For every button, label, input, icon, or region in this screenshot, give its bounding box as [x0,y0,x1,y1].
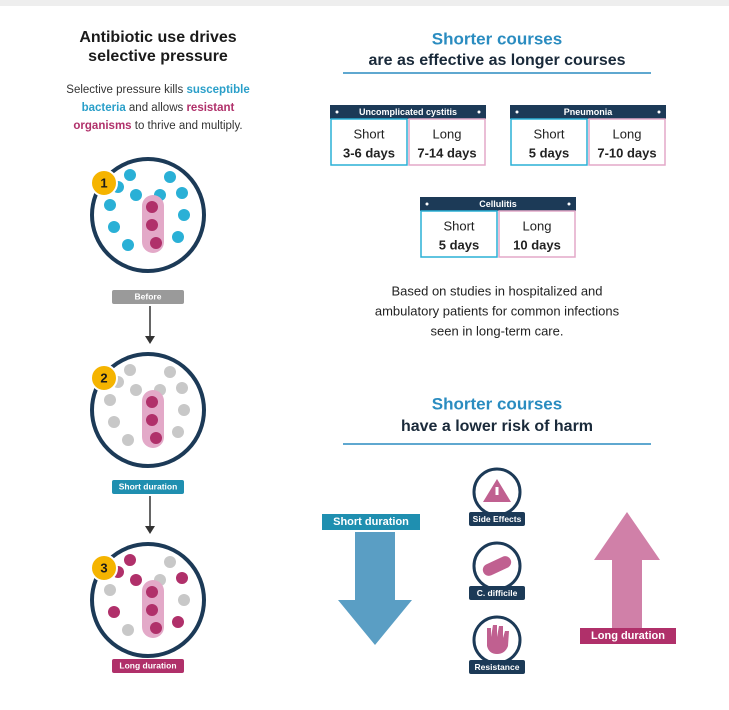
bacterium [124,364,136,376]
description-line: organisms to thrive and multiply. [73,120,242,132]
card-cell-duration: 5 days [529,145,569,160]
harm-label: C. difficile [477,588,518,598]
section-heading: have a lower risk of harm [401,418,593,435]
resistant-cell [146,396,158,408]
bacterium [104,394,116,406]
short-arrow-label: Short duration [333,516,409,528]
bacterium [176,572,188,584]
resistant-cell [146,604,158,616]
card-cell-label: Short [353,126,384,141]
description-segment: bacteria [82,102,127,114]
step-number: 1 [100,175,107,190]
infographic: Antibiotic use drives selective pressure S… [0,0,729,710]
resistant-cell [146,201,158,213]
description-segment: to thrive and multiply. [132,120,243,132]
card-dot [478,111,481,114]
description-segment: organisms [73,120,131,132]
bacterium [172,616,184,628]
description-segment: and allows [126,102,187,114]
section-heading: Shorter courses [432,394,562,413]
bacterium [108,416,120,428]
card-cell-label: Short [443,218,474,233]
section-heading: are as effective as longer courses [368,52,625,69]
bacterium [164,171,176,183]
description-line: Selective pressure kills susceptible [66,84,249,96]
bacterium [122,624,134,636]
left-title: selective pressure [88,48,228,65]
card-cell-label: Long [433,126,462,141]
card-dot [336,111,339,114]
harm-label: Resistance [475,662,520,672]
resistant-cell [150,432,162,444]
bacterium [104,584,116,596]
card-title: Pneumonia [564,107,614,117]
card-title: Uncomplicated cystitis [359,107,457,117]
step-label: Before [135,291,162,301]
bacterium [104,199,116,211]
bacterium [178,209,190,221]
harm-label: Side Effects [473,514,522,524]
step-number: 3 [100,560,107,575]
note-line: seen in long-term care. [431,323,564,338]
resistant-cell [146,219,158,231]
card-cell-label: Short [533,126,564,141]
card-cell-duration: 7-14 days [417,145,476,160]
resistant-cell [146,586,158,598]
bacterium [122,434,134,446]
card-cell-label: Long [613,126,642,141]
bacterium [164,556,176,568]
top-edge [0,0,729,6]
section-heading: Shorter courses [432,29,562,48]
card-cell-duration: 3-6 days [343,145,395,160]
bacterium [124,554,136,566]
bacterium [172,231,184,243]
bacterium [178,404,190,416]
card-title: Cellulitis [479,199,517,209]
bacterium [178,594,190,606]
card-dot [426,203,429,206]
warning-mark [496,487,499,495]
description-segment: Selective pressure kills [66,84,186,96]
left-title: Antibiotic use drives [79,29,236,46]
card-cell-duration: 7-10 days [597,145,656,160]
card-cell-duration: 5 days [439,237,479,252]
bacterium [130,189,142,201]
resistant-cell [146,414,158,426]
description-segment: resistant [186,102,234,114]
description-segment: susceptible [186,84,249,96]
card-cell-label: Long [523,218,552,233]
bacterium [108,221,120,233]
bacterium [122,239,134,251]
step-label: Long duration [119,660,176,670]
step-label: Short duration [119,481,178,491]
bacterium [176,382,188,394]
bacterium [176,187,188,199]
note-line: ambulatory patients for common infection… [375,303,620,318]
description-line: bacteria and allows resistant [82,102,235,114]
resistant-cell [150,237,162,249]
card-dot [568,203,571,206]
card-dot [658,111,661,114]
bacterium [130,384,142,396]
bacterium [108,606,120,618]
card-dot [516,111,519,114]
bacterium [130,574,142,586]
bacterium [172,426,184,438]
bacterium [164,366,176,378]
note-line: Based on studies in hospitalized and [391,283,602,298]
card-cell-duration: 10 days [513,237,561,252]
long-arrow-label: Long duration [591,630,665,642]
bacterium [124,169,136,181]
resistant-cell [150,622,162,634]
step-number: 2 [100,370,107,385]
